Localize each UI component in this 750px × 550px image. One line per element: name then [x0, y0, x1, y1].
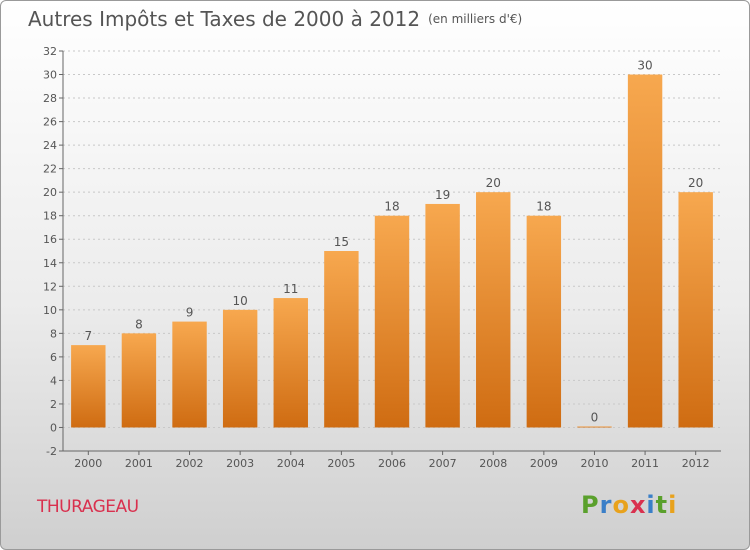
y-tick-label: 28 — [43, 92, 57, 105]
x-tick-label-2001: 2001 — [125, 457, 153, 470]
data-label-2012: 20 — [688, 176, 703, 190]
chart-subtitle: (en milliers d'€) — [428, 12, 523, 26]
data-label-2002: 9 — [186, 306, 194, 320]
x-tick-label-2011: 2011 — [631, 457, 659, 470]
y-tick-label: 18 — [43, 210, 57, 223]
y-tick-label: 4 — [50, 374, 57, 387]
x-tick-label-2003: 2003 — [226, 457, 254, 470]
logo-letter: P — [581, 491, 600, 519]
logo-letter: i — [668, 491, 678, 519]
bar-2007 — [425, 203, 460, 428]
x-tick-label-2009: 2009 — [530, 457, 558, 470]
data-label-2003: 10 — [233, 294, 248, 308]
x-tick-label-2000: 2000 — [74, 457, 102, 470]
data-label-2009: 18 — [536, 200, 551, 214]
y-tick-label: 12 — [43, 280, 57, 293]
bar-2008 — [476, 192, 511, 428]
data-label-2004: 11 — [283, 282, 298, 296]
x-tick-label-2010: 2010 — [580, 457, 608, 470]
data-label-2011: 30 — [637, 59, 652, 73]
data-label-2007: 19 — [435, 188, 450, 202]
y-tick-label: 30 — [43, 69, 57, 82]
data-label-2008: 20 — [486, 176, 501, 190]
bar-2000 — [71, 345, 106, 428]
commune-name: THURAGEAU — [37, 497, 139, 517]
y-tick-label: 22 — [43, 163, 57, 176]
bar-2009 — [526, 215, 562, 428]
bar-2011 — [627, 74, 663, 428]
bar-2012 — [678, 192, 713, 428]
y-tick-label: -2 — [46, 445, 57, 458]
y-tick-label: 14 — [43, 257, 57, 270]
x-tick-label-2004: 2004 — [277, 457, 305, 470]
x-tick-label-2005: 2005 — [327, 457, 355, 470]
x-tick-label-2002: 2002 — [176, 457, 204, 470]
logo-letter: t — [655, 491, 669, 519]
data-label-2001: 8 — [135, 317, 143, 331]
logo-letter: i — [646, 491, 656, 519]
bar-2006 — [374, 215, 410, 428]
y-tick-label: 24 — [43, 139, 57, 152]
y-tick-label: 8 — [50, 327, 57, 340]
y-tick-label: 20 — [43, 186, 57, 199]
bar-2002 — [172, 321, 207, 428]
data-label-2010: 0 — [591, 410, 599, 424]
y-tick-label: 26 — [43, 116, 57, 129]
logo-letter: r — [599, 491, 613, 519]
logo-letter: o — [612, 491, 630, 519]
y-tick-label: 32 — [43, 45, 57, 58]
proxiti-logo: Proxiti — [581, 491, 677, 519]
x-tick-label-2007: 2007 — [429, 457, 457, 470]
logo-letter: x — [629, 491, 647, 519]
data-label-2000: 7 — [84, 329, 92, 343]
y-tick-label: 10 — [43, 304, 57, 317]
y-tick-label: 2 — [50, 398, 57, 411]
x-tick-label-2008: 2008 — [479, 457, 507, 470]
y-tick-label: 16 — [43, 233, 57, 246]
data-label-2006: 18 — [384, 200, 399, 214]
bar-2004 — [273, 298, 308, 428]
x-tick-label-2006: 2006 — [378, 457, 406, 470]
bar-2003 — [222, 309, 258, 428]
bar-2010 — [577, 426, 612, 428]
bar-2005 — [324, 251, 359, 428]
chart-title: Autres Impôts et Taxes de 2000 à 2012 (en… — [28, 7, 522, 31]
bar-2001 — [121, 333, 157, 428]
y-tick-label: 6 — [50, 351, 57, 364]
data-label-2005: 15 — [334, 235, 349, 249]
chart-title-text: Autres Impôts et Taxes de 2000 à 2012 — [28, 7, 421, 31]
y-tick-label: 0 — [50, 421, 57, 434]
x-tick-label-2012: 2012 — [682, 457, 710, 470]
